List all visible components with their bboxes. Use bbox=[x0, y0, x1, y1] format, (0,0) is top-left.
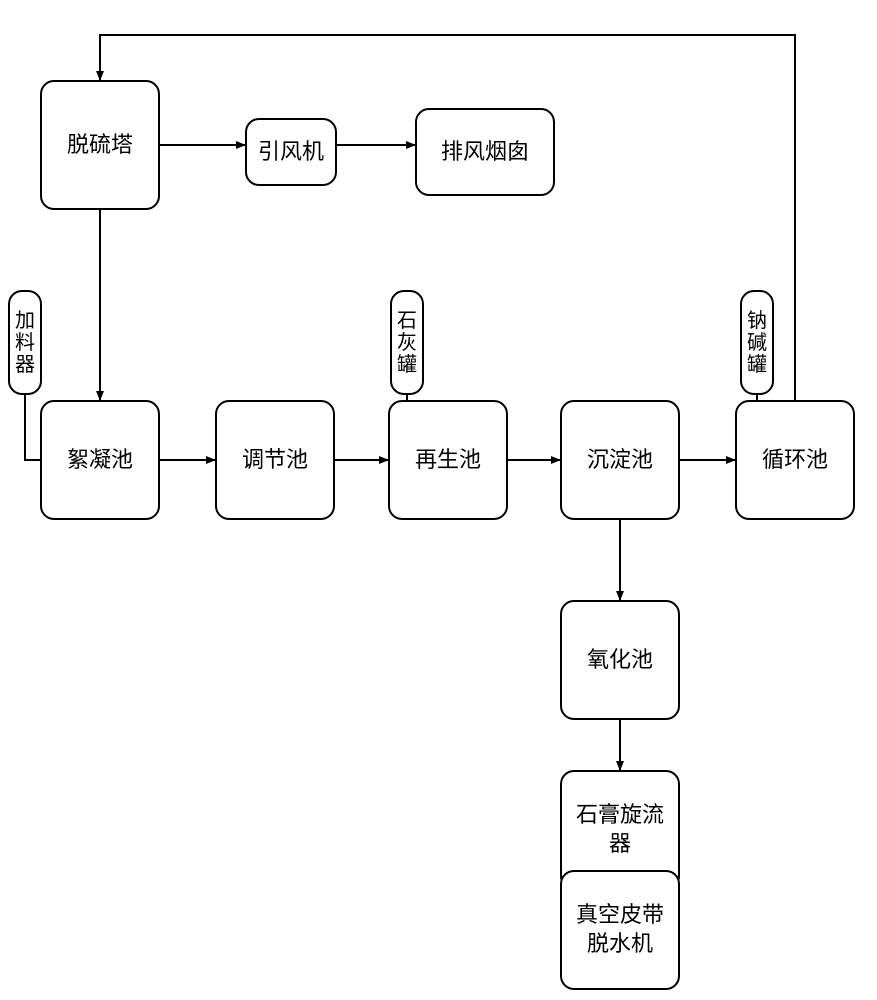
node-label-soda: 钠 碱 罐 bbox=[743, 306, 771, 380]
node-label-feeder: 加 料 器 bbox=[11, 306, 39, 380]
node-regen: 再生池 bbox=[388, 400, 508, 520]
node-oxidize: 氧化池 bbox=[560, 600, 680, 720]
node-label-settle: 沉淀池 bbox=[583, 442, 657, 479]
node-settle: 沉淀池 bbox=[560, 400, 680, 520]
node-chimney: 排风烟囱 bbox=[415, 108, 555, 196]
node-belt: 真空皮带脱水机 bbox=[560, 870, 680, 990]
node-fan: 引风机 bbox=[245, 118, 337, 186]
node-floc: 絮凝池 bbox=[40, 400, 160, 520]
node-label-cycle: 循环池 bbox=[758, 442, 832, 479]
node-cycle: 循环池 bbox=[735, 400, 855, 520]
node-label-belt: 真空皮带脱水机 bbox=[562, 897, 678, 962]
edge-cycle-to-tower bbox=[100, 35, 795, 400]
node-label-chimney: 排风烟囱 bbox=[437, 134, 533, 171]
node-label-oxidize: 氧化池 bbox=[583, 642, 657, 679]
node-tower: 脱硫塔 bbox=[40, 80, 160, 210]
node-soda: 钠 碱 罐 bbox=[740, 290, 774, 395]
node-feeder: 加 料 器 bbox=[8, 290, 42, 395]
node-label-floc: 絮凝池 bbox=[63, 442, 137, 479]
node-label-tower: 脱硫塔 bbox=[63, 127, 137, 164]
node-label-regen: 再生池 bbox=[411, 442, 485, 479]
node-label-fan: 引风机 bbox=[254, 134, 328, 171]
node-adjust: 调节池 bbox=[215, 400, 335, 520]
node-lime: 石 灰 罐 bbox=[390, 290, 424, 395]
edge-feeder-to-floc bbox=[25, 395, 40, 460]
node-label-adjust: 调节池 bbox=[238, 442, 312, 479]
node-label-cyclone: 石膏旋流器 bbox=[562, 797, 678, 862]
node-label-lime: 石 灰 罐 bbox=[393, 306, 421, 380]
